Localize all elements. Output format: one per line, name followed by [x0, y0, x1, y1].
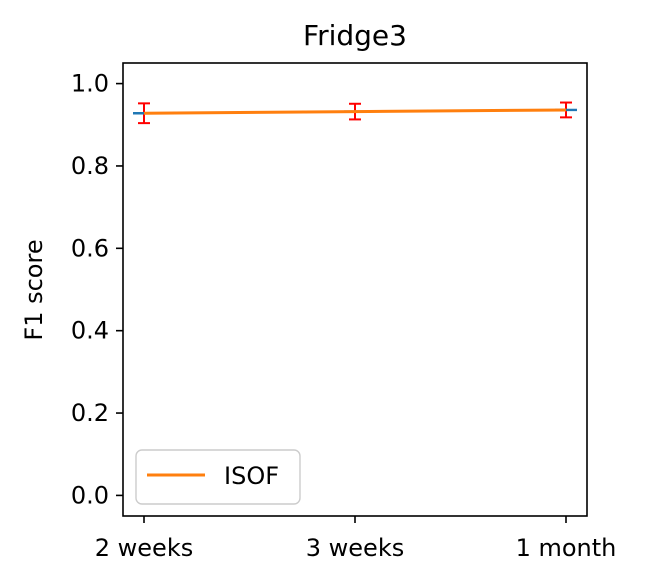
y-tick-label: 0.8	[71, 152, 109, 180]
y-tick-label: 0.4	[71, 317, 109, 345]
chart-title: Fridge3	[303, 19, 407, 52]
y-axis-label: F1 score	[20, 239, 48, 340]
x-tick-label: 2 weeks	[95, 534, 193, 562]
y-tick-label: 1.0	[71, 70, 109, 98]
y-axis-ticks: 0.0 0.2 0.4 0.6 0.8 1.0	[71, 70, 123, 509]
x-tick-label: 1 month	[516, 534, 617, 562]
x-axis-ticks: 2 weeks 3 weeks 1 month	[95, 516, 617, 562]
legend-label-isof: ISOF	[224, 462, 279, 490]
y-tick-label: 0.6	[71, 234, 109, 262]
legend: ISOF	[135, 449, 301, 505]
legend-box	[135, 449, 301, 505]
plot-frame	[122, 62, 588, 517]
y-tick-label: 0.2	[71, 399, 109, 427]
plot-marks	[133, 101, 577, 125]
x-tick-label: 3 weeks	[306, 534, 404, 562]
y-tick-label: 0.0	[71, 481, 109, 509]
series-line-isof	[143, 108, 567, 115]
